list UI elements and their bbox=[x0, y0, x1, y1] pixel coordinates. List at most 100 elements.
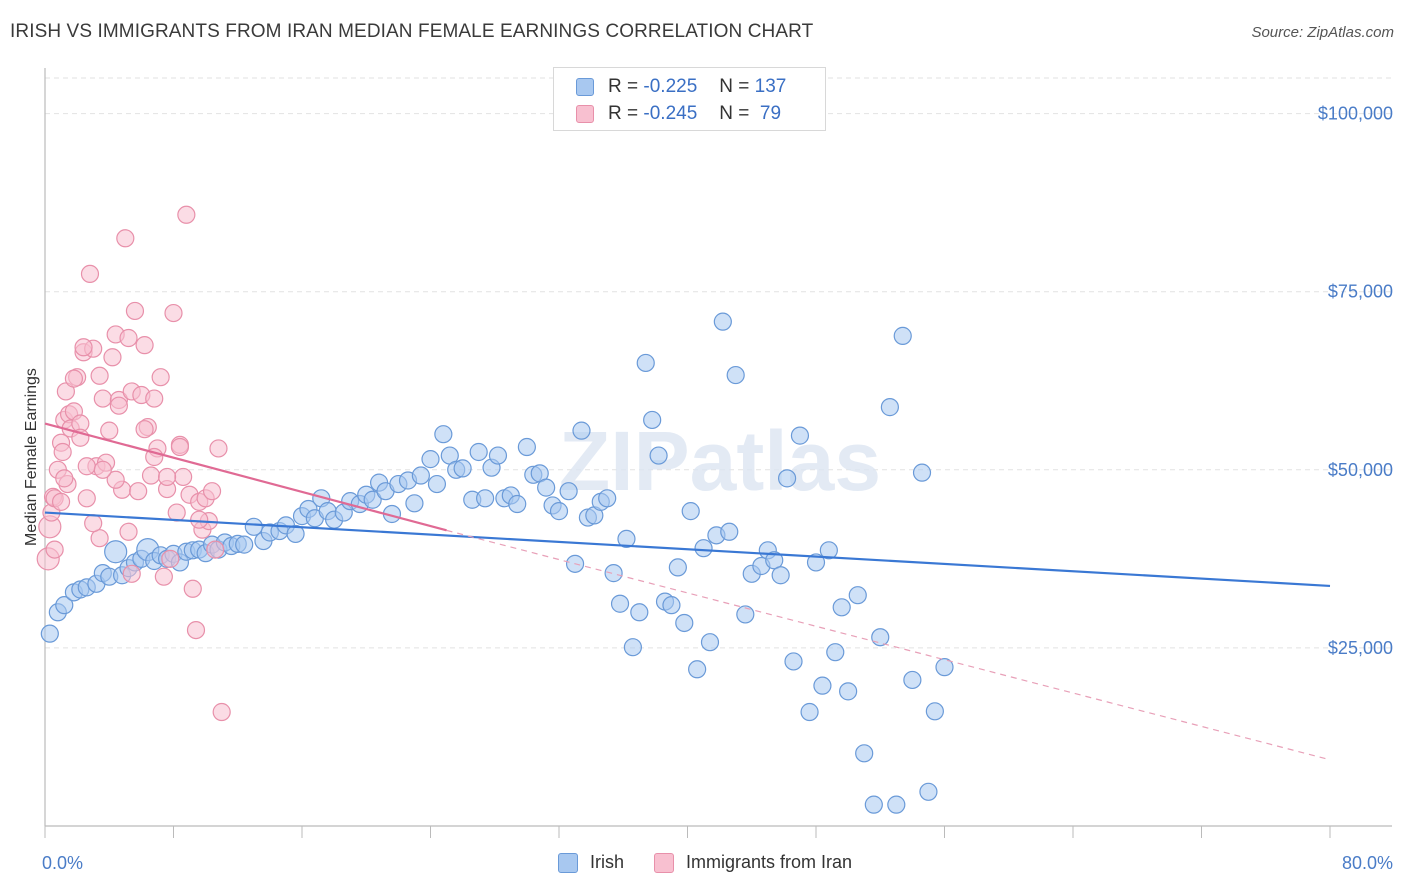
data-point bbox=[790, 426, 810, 445]
data-point bbox=[202, 482, 222, 501]
legend-n-label: N = bbox=[719, 76, 750, 97]
data-point bbox=[694, 539, 713, 558]
x-tick-label: 80.0% bbox=[1342, 853, 1393, 873]
data-point bbox=[572, 421, 591, 440]
data-point bbox=[903, 670, 922, 690]
data-point bbox=[919, 782, 938, 801]
axes bbox=[44, 68, 1392, 838]
data-point bbox=[912, 463, 932, 482]
data-point bbox=[508, 494, 527, 514]
data-point bbox=[183, 579, 202, 598]
data-point bbox=[84, 514, 103, 533]
data-point bbox=[167, 503, 186, 522]
data-point bbox=[77, 457, 96, 476]
data-point bbox=[871, 628, 890, 647]
data-point bbox=[51, 492, 71, 511]
data-point bbox=[434, 425, 453, 444]
data-point bbox=[848, 586, 867, 605]
y-tick-label: $50,000 bbox=[1328, 460, 1393, 480]
data-point bbox=[363, 490, 382, 509]
data-point bbox=[100, 421, 119, 440]
data-point bbox=[103, 348, 122, 367]
y-axis-label: Median Female Earnings bbox=[23, 368, 40, 546]
data-point bbox=[206, 540, 225, 559]
data-point bbox=[887, 795, 906, 814]
bottom-legend-label: Immigrants from Iran bbox=[686, 852, 853, 872]
legend-r-label: R = bbox=[608, 103, 639, 124]
data-point bbox=[235, 535, 254, 554]
data-point bbox=[77, 489, 96, 508]
data-point bbox=[636, 353, 655, 373]
legend-n-value: 137 bbox=[754, 76, 787, 97]
data-point bbox=[675, 613, 694, 633]
data-point bbox=[855, 744, 874, 763]
trend-line-iran bbox=[44, 422, 447, 532]
data-point bbox=[104, 540, 128, 564]
data-point bbox=[771, 566, 790, 585]
x-tick-label: 0.0% bbox=[42, 853, 83, 873]
data-point bbox=[784, 652, 803, 671]
data-point bbox=[832, 598, 851, 617]
data-point bbox=[726, 365, 745, 385]
chart-title: IRISH VS IMMIGRANTS FROM IRAN MEDIAN FEM… bbox=[10, 21, 814, 42]
data-point bbox=[826, 643, 845, 662]
data-point bbox=[517, 437, 536, 457]
data-point bbox=[925, 702, 944, 721]
data-point bbox=[598, 489, 617, 508]
data-point bbox=[800, 702, 819, 722]
data-point bbox=[549, 502, 569, 521]
data-point bbox=[93, 389, 112, 408]
data-point bbox=[53, 442, 72, 462]
data-point bbox=[713, 312, 732, 331]
legend-n-label: N = bbox=[719, 103, 750, 124]
data-point bbox=[174, 467, 193, 487]
data-point bbox=[56, 382, 75, 401]
series-iran bbox=[36, 205, 231, 722]
legend-r-label: R = bbox=[608, 76, 639, 97]
data-point bbox=[469, 442, 488, 462]
tick-labels: $25,000 $50,000 $75,000 $100,000 0.0% 80.0% bbox=[42, 104, 1393, 873]
trend-line-iran-extension bbox=[446, 529, 1331, 761]
data-point bbox=[40, 624, 59, 643]
bottom-legend-irish[interactable]: Irish bbox=[558, 852, 624, 873]
data-point bbox=[893, 326, 912, 345]
data-point bbox=[129, 482, 148, 501]
bottom-swatch-iran bbox=[654, 852, 675, 873]
legend-row-iran: R = -0.245 N = 79 bbox=[576, 103, 781, 125]
bottom-legend: Irish Immigrants from Iran bbox=[558, 852, 882, 873]
data-point bbox=[286, 524, 305, 544]
data-point bbox=[161, 549, 180, 568]
gridlines bbox=[45, 77, 1392, 649]
data-point bbox=[64, 369, 84, 388]
bottom-legend-iran[interactable]: Immigrants from Iran bbox=[654, 852, 852, 873]
data-point bbox=[421, 450, 440, 469]
data-point bbox=[116, 229, 135, 248]
data-point bbox=[135, 336, 154, 355]
data-point bbox=[45, 540, 64, 559]
data-point bbox=[145, 389, 164, 408]
data-point bbox=[623, 638, 642, 657]
data-point bbox=[880, 398, 899, 417]
data-point bbox=[476, 489, 495, 508]
data-point bbox=[649, 446, 668, 465]
data-point bbox=[668, 558, 687, 577]
data-point bbox=[125, 301, 145, 321]
data-point bbox=[109, 396, 128, 415]
legend-r-value: -0.225 bbox=[643, 76, 698, 97]
data-point bbox=[488, 446, 508, 465]
data-point bbox=[177, 205, 196, 224]
data-point bbox=[720, 522, 739, 541]
data-point bbox=[106, 470, 125, 489]
data-point bbox=[662, 596, 681, 615]
y-tick-label: $100,000 bbox=[1318, 104, 1393, 124]
data-point bbox=[405, 494, 424, 513]
data-point bbox=[700, 633, 720, 652]
legend-box: R = -0.225 N = 137 R = -0.245 N = 79 bbox=[553, 67, 826, 131]
data-point bbox=[119, 522, 138, 541]
legend-n-value: 79 bbox=[754, 103, 782, 124]
data-point bbox=[190, 510, 209, 529]
data-point bbox=[90, 366, 109, 385]
data-point bbox=[411, 466, 430, 485]
data-point bbox=[164, 303, 183, 323]
data-point bbox=[537, 478, 556, 497]
